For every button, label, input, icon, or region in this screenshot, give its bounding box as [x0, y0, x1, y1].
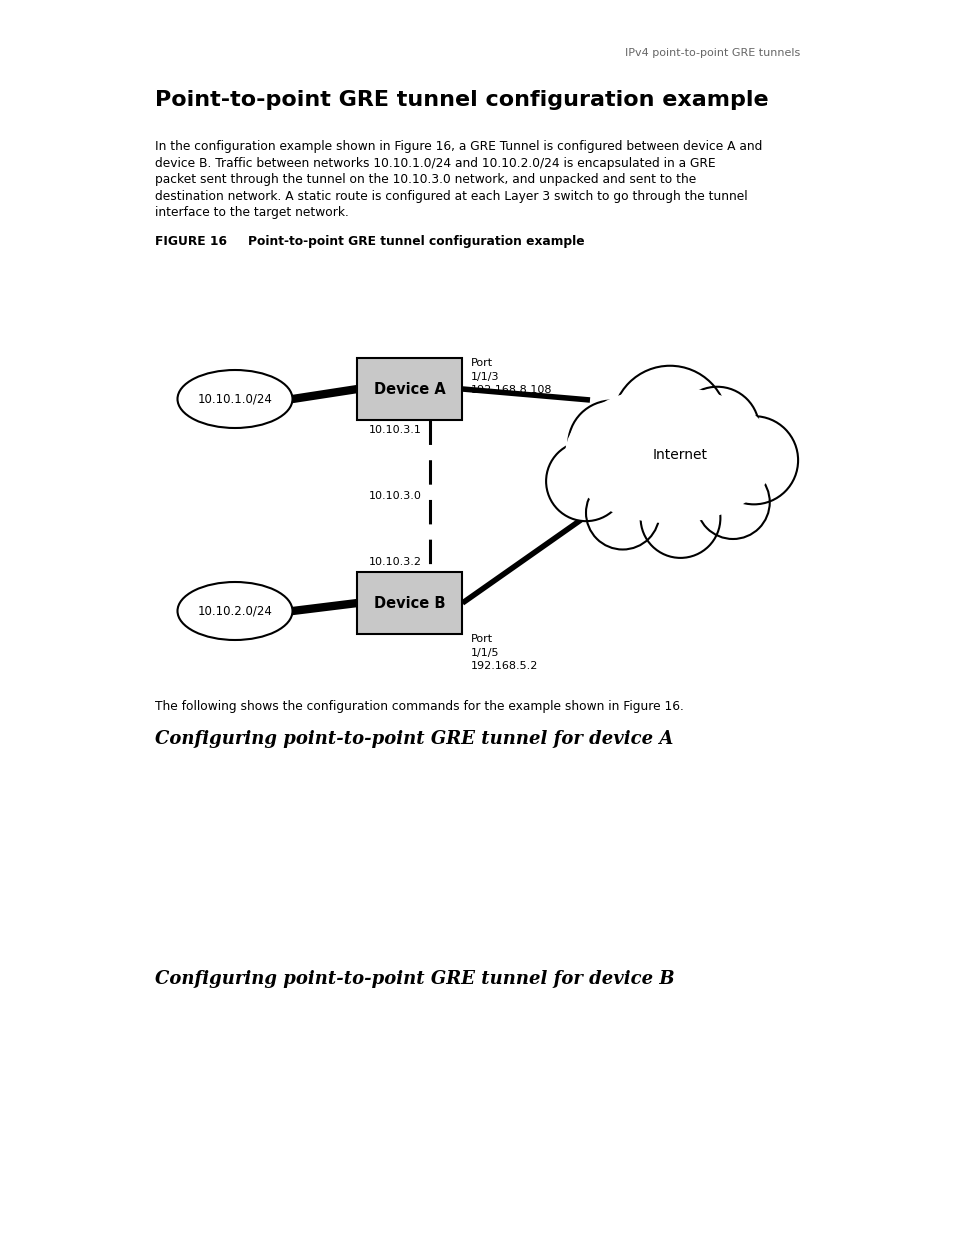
Ellipse shape [564, 387, 774, 524]
Text: Configuring point-to-point GRE tunnel for device A: Configuring point-to-point GRE tunnel fo… [154, 730, 673, 748]
Circle shape [585, 475, 659, 550]
Text: destination network. A static route is configured at each Layer 3 switch to go t: destination network. A static route is c… [154, 189, 747, 203]
Text: Port
1/1/3
192.168.8.108: Port 1/1/3 192.168.8.108 [470, 358, 552, 395]
Text: device B. Traffic between networks 10.10.1.0/24 and 10.10.2.0/24 is encapsulated: device B. Traffic between networks 10.10… [154, 157, 715, 169]
Text: Device A: Device A [374, 382, 445, 396]
Text: Point-to-point GRE tunnel configuration example: Point-to-point GRE tunnel configuration … [248, 235, 584, 248]
Text: FIGURE 16: FIGURE 16 [154, 235, 227, 248]
FancyBboxPatch shape [357, 358, 462, 420]
Circle shape [696, 466, 769, 538]
Circle shape [675, 387, 759, 471]
Text: 10.10.3.0: 10.10.3.0 [369, 492, 421, 501]
Text: IPv4 point-to-point GRE tunnels: IPv4 point-to-point GRE tunnels [624, 48, 800, 58]
Text: Port
1/1/5
192.168.5.2: Port 1/1/5 192.168.5.2 [470, 634, 537, 671]
Text: packet sent through the tunnel on the 10.10.3.0 network, and unpacked and sent t: packet sent through the tunnel on the 10… [154, 173, 696, 186]
Text: 10.10.3.1: 10.10.3.1 [369, 425, 421, 435]
Circle shape [568, 400, 656, 489]
Text: 10.10.1.0/24: 10.10.1.0/24 [197, 393, 273, 405]
Text: Internet: Internet [652, 448, 707, 462]
Text: Configuring point-to-point GRE tunnel for device B: Configuring point-to-point GRE tunnel fo… [154, 969, 674, 988]
Text: Point-to-point GRE tunnel configuration example: Point-to-point GRE tunnel configuration … [154, 90, 768, 110]
Text: 10.10.3.2: 10.10.3.2 [369, 557, 421, 567]
Text: In the configuration example shown in Figure 16, a GRE Tunnel is configured betw: In the configuration example shown in Fi… [154, 140, 761, 153]
Text: The following shows the configuration commands for the example shown in Figure 1: The following shows the configuration co… [154, 700, 683, 713]
Ellipse shape [177, 582, 293, 640]
Circle shape [612, 366, 727, 482]
Text: Device B: Device B [374, 595, 445, 610]
Text: interface to the target network.: interface to the target network. [154, 206, 349, 219]
FancyBboxPatch shape [357, 572, 462, 634]
Ellipse shape [177, 370, 293, 429]
Circle shape [545, 441, 625, 521]
Circle shape [709, 416, 798, 504]
Circle shape [639, 478, 720, 558]
Text: 10.10.2.0/24: 10.10.2.0/24 [197, 604, 273, 618]
